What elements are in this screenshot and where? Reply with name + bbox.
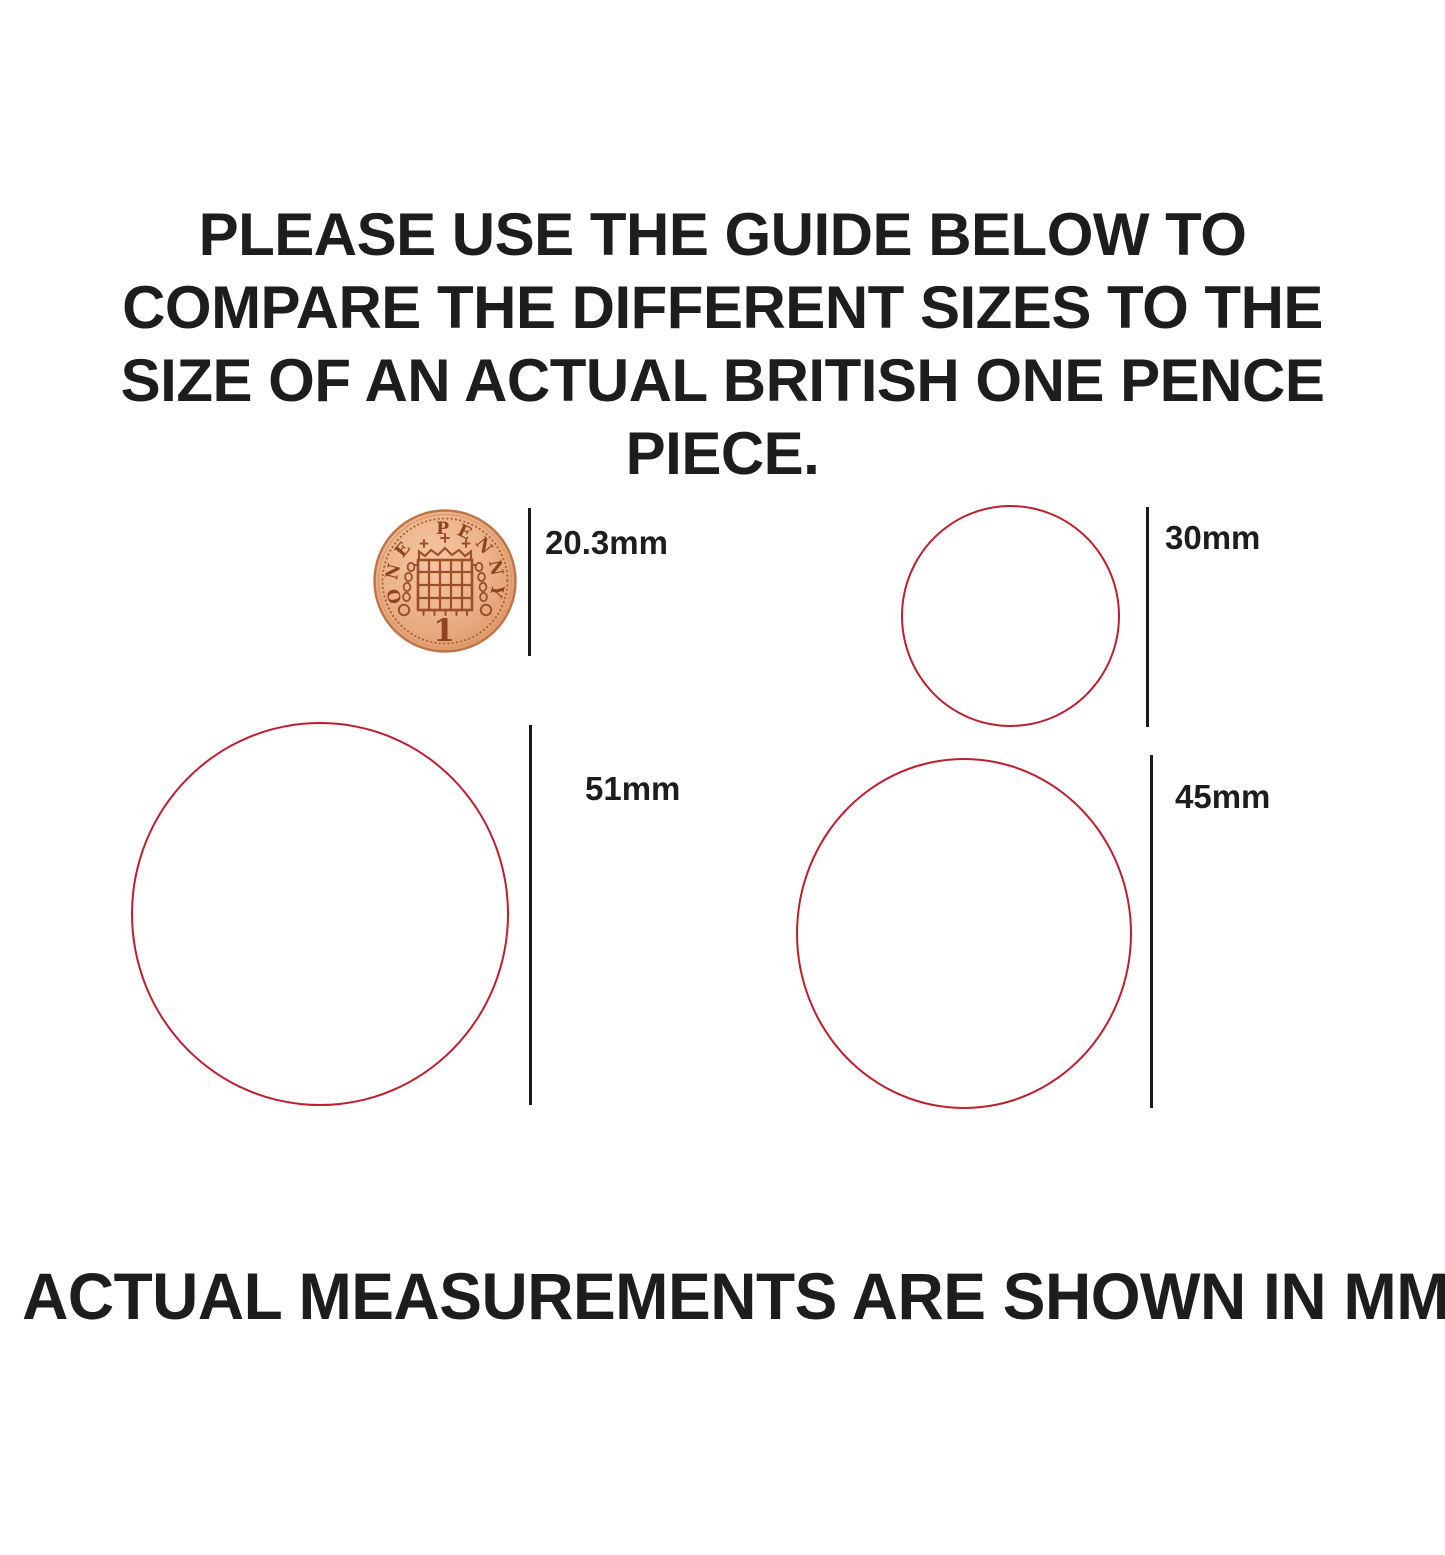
- coin-face: [373, 509, 517, 653]
- circle-30mm-size-label: 30mm: [1165, 519, 1261, 556]
- penny-size-label: 20.3mm: [545, 524, 668, 561]
- one-penny-coin-image: ONE PENNY: [373, 509, 517, 653]
- footer-note: ACTUAL MEASUREMENTS ARE SHOWN IN MM: [0, 1261, 1445, 1331]
- denomination-text: 1: [433, 613, 455, 649]
- circle-51mm-size-label: 51mm: [585, 770, 681, 807]
- heading-line-3: SIZE OF AN ACTUAL BRITISH ONE PENCE: [120, 347, 1325, 414]
- circle-30mm-measure-line: [1146, 507, 1149, 727]
- circle-30mm: [901, 505, 1120, 727]
- circle-45mm-measure-line: [1150, 755, 1153, 1108]
- penny-measure-line: [528, 508, 531, 656]
- circle-45mm-size-label: 45mm: [1175, 778, 1271, 815]
- circle-51mm-measure-line: [529, 725, 532, 1105]
- heading-line-1: PLEASE USE THE GUIDE BELOW TO: [198, 201, 1247, 268]
- portcullis-icon: [397, 533, 493, 617]
- footer-note-text: ACTUAL MEASUREMENTS ARE SHOWN IN MM: [22, 1259, 1445, 1333]
- coin-bead-ring: [381, 517, 509, 645]
- circle-45mm: [796, 758, 1132, 1109]
- heading-line-2: COMPARE THE DIFFERENT SIZES TO THE: [122, 274, 1323, 341]
- circle-51mm: [131, 722, 509, 1106]
- coin-inner-rim: [377, 513, 513, 649]
- heading: PLEASE USE THE GUIDE BELOW TO COMPARE TH…: [0, 198, 1445, 490]
- heading-line-4: PIECE.: [625, 420, 820, 487]
